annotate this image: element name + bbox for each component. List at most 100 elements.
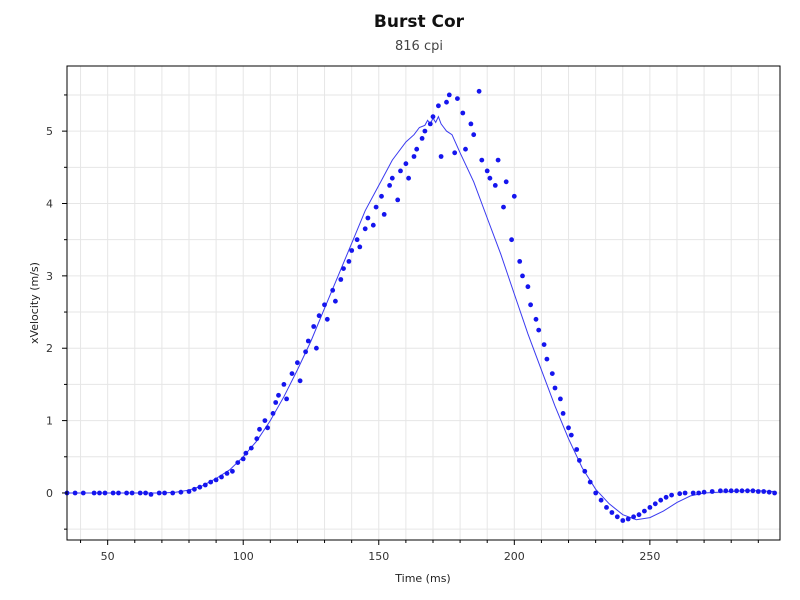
data-point: [303, 349, 308, 355]
data-point: [427, 121, 433, 127]
data-point: [91, 490, 97, 496]
data-point: [492, 183, 498, 188]
data-point: [444, 99, 449, 105]
data-point: [208, 479, 214, 485]
data-point: [305, 338, 311, 344]
data-point: [593, 490, 599, 496]
data-point: [750, 488, 756, 494]
data-point: [587, 479, 593, 485]
data-point: [338, 277, 344, 282]
y-axis-title: xVelocity (m/s): [28, 262, 41, 344]
data-point: [476, 88, 482, 94]
data-point: [265, 425, 270, 431]
data-point: [102, 490, 108, 496]
data-point: [566, 425, 571, 431]
data-point: [723, 488, 729, 494]
data-point: [536, 327, 542, 333]
data-point: [552, 385, 558, 391]
x-tick-label: 50: [101, 550, 115, 563]
data-point: [582, 468, 588, 474]
data-point: [156, 490, 162, 496]
chart-title: Burst Cor: [374, 12, 465, 32]
data-point: [349, 248, 355, 253]
data-point: [549, 371, 555, 376]
data-point: [528, 302, 533, 308]
data-point: [647, 505, 653, 510]
data-point: [560, 411, 566, 416]
data-point: [598, 497, 604, 503]
y-tick-label: 4: [46, 197, 53, 210]
data-point: [357, 244, 363, 250]
data-point: [544, 356, 550, 362]
data-point: [755, 489, 761, 494]
data-point: [362, 226, 368, 232]
data-point: [240, 456, 246, 462]
chart-subtitle: 816 cpi: [395, 39, 443, 54]
data-point: [495, 157, 501, 163]
data-point: [254, 436, 260, 442]
data-point: [766, 489, 772, 495]
data-point: [129, 490, 135, 496]
y-tick-label: 3: [46, 270, 53, 283]
data-point: [97, 490, 102, 496]
data-point: [471, 132, 477, 138]
data-point: [316, 313, 322, 319]
data-point: [124, 490, 129, 496]
data-point: [257, 426, 262, 432]
data-point: [324, 316, 330, 322]
data-point: [248, 445, 254, 451]
data-point: [270, 411, 276, 416]
data-point: [230, 468, 235, 474]
data-point: [379, 193, 384, 199]
data-point: [389, 175, 395, 181]
y-tick-label: 5: [46, 125, 53, 138]
data-point: [487, 175, 493, 181]
data-point: [690, 490, 696, 496]
data-point: [511, 193, 517, 199]
data-point: [235, 460, 241, 465]
data-point: [403, 161, 409, 167]
data-point: [398, 168, 403, 174]
data-point: [395, 197, 401, 203]
data-point: [72, 490, 78, 496]
data-point: [192, 486, 197, 492]
data-point: [373, 204, 379, 210]
data-point: [446, 92, 452, 98]
data-point: [284, 396, 289, 402]
data-point: [718, 488, 723, 494]
x-tick-label: 100: [233, 550, 254, 563]
data-point: [243, 450, 249, 456]
data-point: [636, 512, 642, 518]
y-tick-label: 2: [46, 342, 53, 355]
data-point: [761, 489, 767, 494]
plot-area-frame: [66, 65, 781, 541]
data-point: [436, 103, 441, 109]
data-point: [387, 183, 392, 188]
data-point: [620, 518, 626, 523]
data-point: [281, 382, 287, 387]
data-point: [541, 342, 547, 347]
data-point: [322, 302, 327, 308]
data-point: [682, 490, 688, 496]
data-point: [148, 492, 154, 497]
data-point: [419, 136, 425, 141]
data-point: [577, 458, 582, 463]
data-point: [137, 490, 143, 496]
data-point: [468, 121, 474, 127]
series-line: [67, 115, 775, 521]
data-point: [311, 324, 317, 329]
data-point: [330, 287, 336, 293]
data-point: [734, 488, 739, 494]
data-point: [414, 146, 420, 152]
data-point: [631, 514, 636, 520]
data-point: [503, 179, 509, 185]
data-point: [479, 157, 485, 163]
data-point: [669, 492, 674, 498]
data-point: [333, 298, 338, 304]
data-point: [609, 510, 615, 515]
series-points-group: [64, 88, 777, 523]
data-point: [297, 378, 303, 384]
data-point: [186, 489, 192, 494]
ticks: 50 100 150 200 250 0 1 2 3 4 5: [46, 94, 759, 563]
